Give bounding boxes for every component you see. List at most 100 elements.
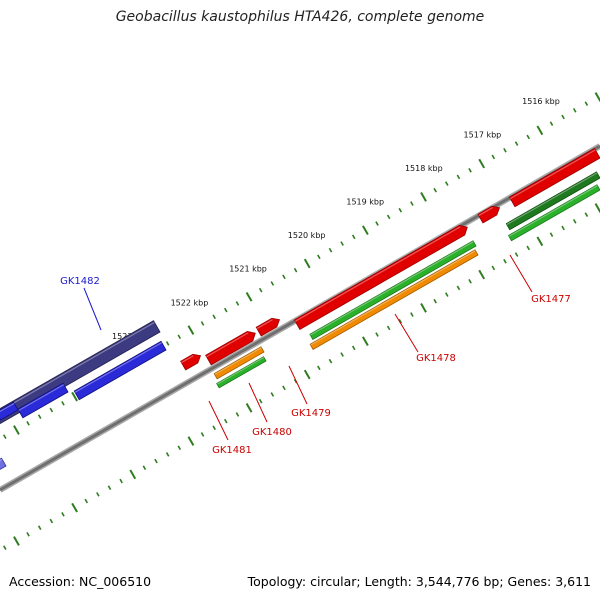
ruler-inner-tick: [561, 225, 565, 231]
genome-summary: Topology: circular; Length: 3,544,776 bp…: [247, 574, 591, 589]
ruler-inner-tick: [526, 245, 531, 251]
ruler-outer-tick: [270, 281, 275, 286]
kbp-label: 1517 kbp: [464, 131, 502, 140]
cds-gk1478: [293, 225, 468, 330]
ruler-inner-tick: [84, 498, 89, 504]
rna-dark-green: [505, 171, 600, 231]
rna-green-c-highlight: [216, 356, 265, 385]
ruler-outer-tick: [351, 234, 356, 240]
ruler-outer-tick: [386, 214, 391, 220]
rna-orange-a-highlight: [310, 250, 476, 346]
ruler-outer-tick: [456, 174, 461, 180]
cds-gk1477: [508, 147, 600, 208]
ruler-inner-tick: [49, 518, 54, 524]
ruler-outer-tick: [37, 414, 42, 419]
ruler-inner-tick: [165, 452, 170, 457]
ruler-inner-tick: [200, 432, 205, 437]
ruler-outer-tick: [224, 307, 228, 313]
ruler-inner-tick: [514, 252, 519, 257]
gene-label: GK1478: [416, 353, 456, 364]
rna-orange-b-highlight: [214, 347, 262, 375]
gene-leader: [394, 313, 419, 353]
ruler-outer-tick: [478, 158, 486, 169]
ruler-outer-tick: [177, 334, 182, 340]
cds-gk1480-highlight: [206, 332, 249, 358]
cds-gk1482-highlight: [74, 342, 163, 393]
kbp-label: 1522 kbp: [171, 298, 209, 307]
cds-forward-d-highlight: [0, 458, 3, 462]
ruler-inner-tick: [212, 425, 216, 431]
ruler-inner-tick: [37, 525, 42, 530]
ruler-inner-tick: [107, 485, 112, 491]
gene-leader: [208, 400, 229, 441]
cds-gk1480: [205, 331, 256, 366]
ruler-inner-tick: [398, 318, 403, 324]
ruler-inner-tick: [328, 358, 333, 364]
ruler-inner-tick: [386, 325, 391, 331]
ruler-inner-tick: [96, 492, 100, 497]
ruler-outer-tick: [375, 221, 379, 226]
ruler-inner-tick: [445, 292, 449, 297]
cds-gk1478-highlight: [294, 226, 461, 322]
ruler-outer-tick: [212, 314, 216, 320]
ruler-inner-tick: [119, 478, 123, 484]
ruler-inner-tick: [3, 545, 7, 550]
ruler-inner-tick: [129, 469, 137, 480]
ruler-outer-tick: [317, 254, 321, 260]
ruler-inner-tick: [478, 269, 486, 280]
gene-label: GK1479: [291, 408, 331, 419]
ruler-outer-tick: [433, 187, 437, 193]
ruler-inner-tick: [536, 236, 544, 247]
kbp-label: 1516 kbp: [522, 97, 560, 106]
ruler-outer-tick: [398, 207, 403, 213]
ruler-outer-tick: [13, 425, 20, 435]
ruler-outer-tick: [491, 154, 496, 160]
cds-gk1482: [73, 340, 167, 401]
ruler-inner-tick: [26, 532, 30, 537]
gene-label: GK1481: [212, 445, 252, 456]
ruler-inner-tick: [549, 232, 554, 237]
cds-gk1477b-highlight: [478, 207, 493, 217]
rna-green-b: [309, 240, 477, 340]
ruler-outer-tick: [340, 241, 344, 246]
ruler-outer-tick: [584, 101, 589, 106]
ruler-outer-tick: [165, 341, 170, 346]
ruler-outer-tick: [410, 201, 414, 206]
ruler-inner-tick: [433, 298, 437, 304]
ruler-inner-tick: [340, 352, 344, 357]
ruler-outer-tick: [445, 181, 449, 186]
cds-gk1479: [255, 317, 281, 337]
kbp-label: 1521 kbp: [229, 265, 267, 274]
gene-label: GK1480: [252, 427, 292, 438]
accession-label: Accession: NC_006510: [9, 574, 152, 589]
ruler-outer-tick: [26, 421, 30, 426]
ruler-inner-tick: [224, 418, 228, 424]
ruler-inner-tick: [456, 285, 461, 291]
rna-dark-green-highlight: [506, 172, 598, 226]
rna-orange-a: [309, 249, 479, 350]
kbp-label: 1518 kbp: [405, 164, 443, 173]
ruler-inner-tick: [270, 392, 275, 397]
rna-green-c: [216, 356, 267, 389]
ruler-outer-tick: [258, 287, 263, 293]
ruler-inner-tick: [154, 458, 158, 464]
ruler-outer-tick: [3, 434, 7, 439]
kbp-label: 1520 kbp: [288, 231, 326, 240]
ruler-inner-tick: [572, 219, 577, 224]
ruler-outer-tick: [49, 407, 54, 413]
ruler-outer-tick: [594, 92, 600, 102]
ruler-outer-tick: [526, 134, 531, 140]
ruler-inner-tick: [491, 265, 496, 271]
gene-label: GK1477: [531, 294, 571, 305]
cds-gk1482-dark-highlight: [0, 321, 155, 412]
ruler-outer-tick: [328, 247, 333, 253]
ruler-inner-tick: [594, 203, 600, 213]
rna-green-a: [507, 184, 600, 242]
ruler-outer-tick: [468, 167, 472, 173]
rna-orange-b: [213, 346, 265, 380]
ruler-inner-tick: [142, 465, 147, 471]
ruler-outer-tick: [235, 301, 240, 306]
cds-forward-c-highlight: [0, 402, 15, 413]
ruler-outer-tick: [293, 267, 298, 273]
ruler-outer-tick: [420, 192, 427, 202]
